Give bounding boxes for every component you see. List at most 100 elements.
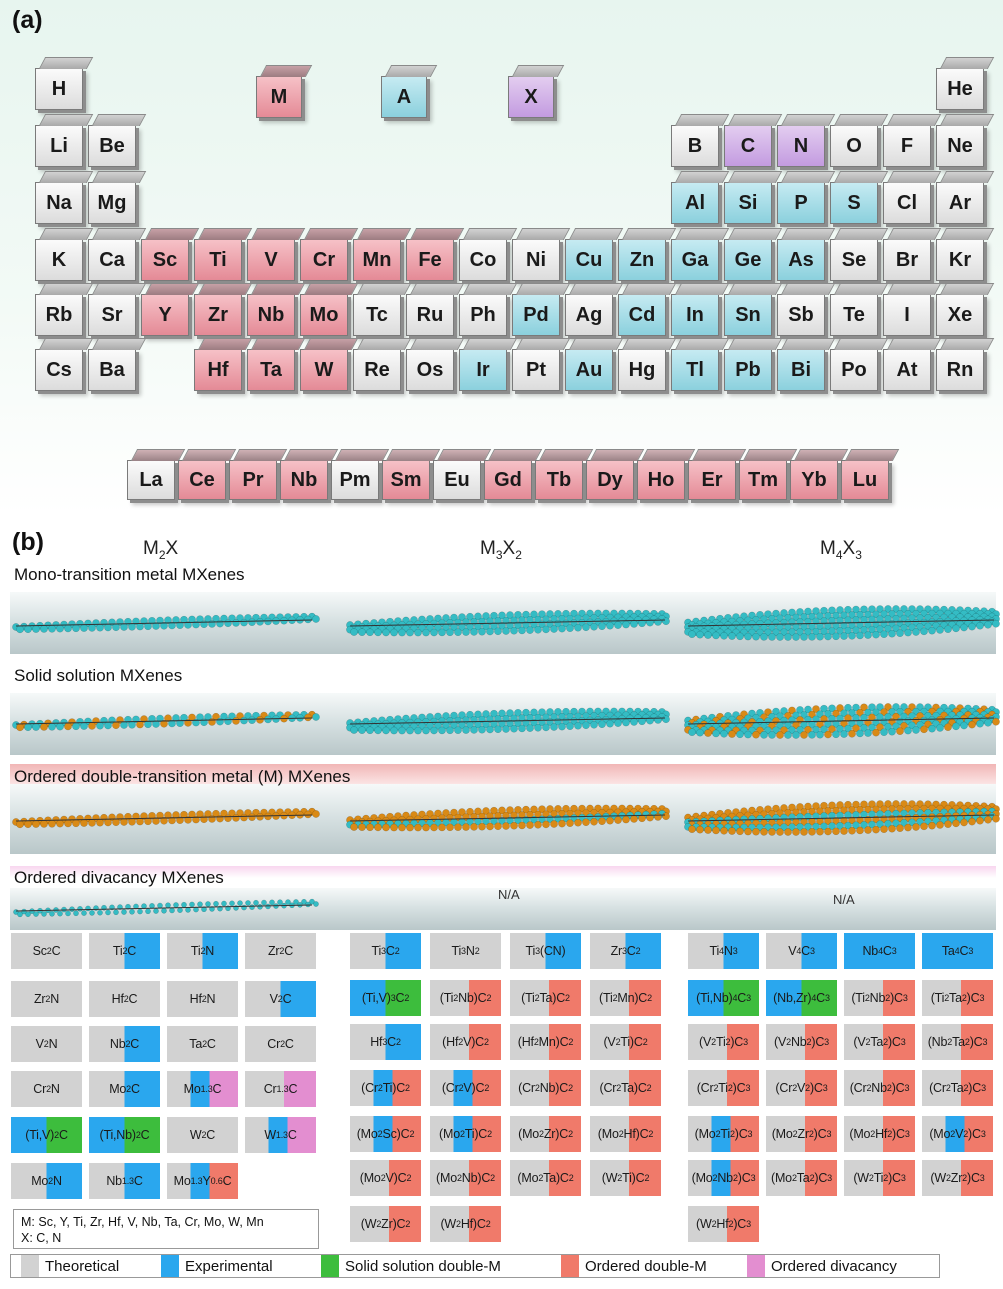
element-tile-sn: Sn (724, 294, 772, 336)
row-title-mono: Mono-transition metal MXenes (14, 565, 245, 584)
legend-swatch-ordered-double (561, 1255, 579, 1277)
element-tile-al: Al (671, 182, 719, 224)
mxene-cell: Cr 2 C (245, 1026, 316, 1062)
mxene-cell: (Hf 2 V)C 2 (430, 1024, 501, 1060)
mxene-cell: (Ti 2 Ta)C 2 (510, 980, 581, 1016)
element-note: M: Sc, Y, Ti, Zr, Hf, V, Nb, Ta, Cr, Mo,… (13, 1209, 319, 1249)
element-tile-fe: Fe (406, 239, 454, 281)
mxene-cell: (Mo 2 Ti 2)C 3 (688, 1116, 759, 1152)
element-tile-au: Au (565, 349, 613, 391)
na-label-m3x2: N/A (498, 887, 520, 902)
element-tile-at: At (883, 349, 931, 391)
mxene-cell: Ti 2 C (89, 933, 160, 969)
element-tile-hg: Hg (618, 349, 666, 391)
row-title-solid-solution: Solid solution MXenes (14, 666, 183, 685)
element-tile-po: Po (830, 349, 878, 391)
element-tile-w: W (300, 349, 348, 391)
mxene-cell: Mo 2 C (89, 1071, 160, 1107)
mxene-cell: (W 2 Zr)C 2 (350, 1206, 421, 1242)
element-tile-s: S (830, 182, 878, 224)
element-tile-b: B (671, 125, 719, 167)
element-tile-ca: Ca (88, 239, 136, 281)
element-tile-ru: Ru (406, 294, 454, 336)
legend-item-ordered-divacancy: Ordered divacancy (747, 1255, 897, 1277)
mxene-cell: Ti 3 (CN) (510, 933, 581, 969)
mxene-cell: (Cr 2 Ti 2)C 3 (688, 1070, 759, 1106)
element-tile-ba: Ba (88, 349, 136, 391)
legend-label: Theoretical (45, 1257, 120, 1275)
mxene-cell: Ti 2 N (167, 933, 238, 969)
mxene-cell: (Mo 2 Hf 2)C 3 (844, 1116, 915, 1152)
mxene-cell: (V 2 Nb 2)C 3 (766, 1024, 837, 1060)
element-tile-ni: Ni (512, 239, 560, 281)
legend-tile-m: M (256, 76, 302, 118)
element-tile-as: As (777, 239, 825, 281)
panel-b-label: (b) (12, 528, 44, 556)
mxene-cell: (Ti,Nb) 4 C 3 (688, 980, 759, 1016)
mxene-cell: Hf 3 C 2 (350, 1024, 421, 1060)
element-tile-pt: Pt (512, 349, 560, 391)
mxene-cell: Ta 2 C (167, 1026, 238, 1062)
element-tile-ir: Ir (459, 349, 507, 391)
element-tile-cu: Cu (565, 239, 613, 281)
element-tile-si: Si (724, 182, 772, 224)
element-tile-pd: Pd (512, 294, 560, 336)
legend-swatch-theoretical (21, 1255, 39, 1277)
legend-item-ordered-double: Ordered double-M (561, 1255, 707, 1277)
element-tile-i: I (883, 294, 931, 336)
element-tile-sb: Sb (777, 294, 825, 336)
element-tile-ho: Ho (637, 460, 685, 500)
mxene-cell: (Hf 2 Mn)C 2 (510, 1024, 581, 1060)
mxene-cell: (W 2 Hf)C 2 (430, 1206, 501, 1242)
panel-a-label: (a) (12, 6, 43, 34)
mxene-cell: (Cr 2 Nb)C 2 (510, 1070, 581, 1106)
element-tile-zr: Zr (194, 294, 242, 336)
mxene-cell: (Nb 2 Ta 2)C 3 (922, 1024, 993, 1060)
mxene-cell: Ti 3 C 2 (350, 933, 421, 969)
element-tile-rb: Rb (35, 294, 83, 336)
element-tile-kr: Kr (936, 239, 984, 281)
note-x-elements: X: C, N (21, 1231, 62, 1245)
mxene-cell: (Ti 2 Ta 2)C 3 (922, 980, 993, 1016)
na-label-m4x3: N/A (833, 892, 855, 907)
mxene-cell: (Mo 2 Sc)C 2 (350, 1116, 421, 1152)
element-tile-gd: Gd (484, 460, 532, 500)
legend-item-theoretical: Theoretical (21, 1255, 119, 1277)
element-tile-cd: Cd (618, 294, 666, 336)
element-tile-hf: Hf (194, 349, 242, 391)
element-tile-ar: Ar (936, 182, 984, 224)
mxene-cell: (Cr 2 V 2)C 3 (766, 1070, 837, 1106)
element-tile-mn: Mn (353, 239, 401, 281)
column-header-3: M3X2 (480, 538, 522, 562)
mxene-cell: Sc 2 C (11, 933, 82, 969)
element-tile-na: Na (35, 182, 83, 224)
element-tile-eu: Eu (433, 460, 481, 500)
element-tile-in: In (671, 294, 719, 336)
element-tile-sc: Sc (141, 239, 189, 281)
element-tile-lu: Lu (841, 460, 889, 500)
mxene-cell: (Ti 2 Nb 2)C 3 (844, 980, 915, 1016)
element-tile-he: He (936, 68, 984, 110)
legend-swatch-solid-solution (321, 1255, 339, 1277)
legend-item-solid-solution: Solid solution double-M (321, 1255, 501, 1277)
element-tile-la: La (127, 460, 175, 500)
mxene-cell: Mo 1.3 C (167, 1071, 238, 1107)
element-tile-zn: Zn (618, 239, 666, 281)
mxene-cell: (W 2 Ti 2)C 3 (844, 1160, 915, 1196)
mxene-cell: (V 2 Ti)C 2 (590, 1024, 661, 1060)
mxene-cell: (Cr 2 Ta)C 2 (590, 1070, 661, 1106)
legend: Theoretical Experimental Solid solution do… (10, 1254, 940, 1278)
mxene-cell: (W 2 Hf 2)C 3 (688, 1206, 759, 1242)
element-tile-br: Br (883, 239, 931, 281)
column-header-4: M4X3 (820, 538, 862, 562)
legend-label: Solid solution double-M (345, 1257, 501, 1275)
element-tile-sr: Sr (88, 294, 136, 336)
legend-swatch-experimental (161, 1255, 179, 1277)
element-tile-te: Te (830, 294, 878, 336)
panel-a-periodic-table: (a) M A X H He Li Be B C N O F Ne Na Mg Al Si P S Cl Ar K Ca Sc… (0, 0, 1003, 515)
element-tile-xe: Xe (936, 294, 984, 336)
mxene-cell: (Ti,V) 2 C (11, 1117, 82, 1153)
element-tile-nb: Nb (280, 460, 328, 500)
mxene-cell: (Mo 2 Nb)C 2 (430, 1160, 501, 1196)
